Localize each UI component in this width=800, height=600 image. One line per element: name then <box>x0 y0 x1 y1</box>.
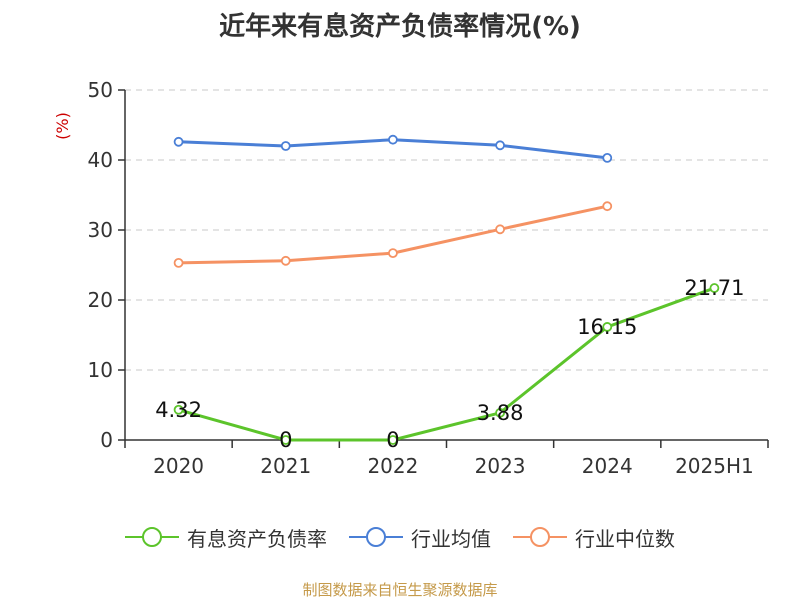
data-label-3: 3.88 <box>477 401 524 425</box>
y-tick-label: 0 <box>100 428 113 452</box>
data-point-0-2 <box>388 435 398 445</box>
data-label-0: 4.32 <box>155 398 202 422</box>
legend-item-0[interactable]: 有息资产负债率 <box>125 523 327 552</box>
data-point-2-1 <box>280 255 291 266</box>
data-point-2-4 <box>602 201 613 212</box>
data-label-5: 21.71 <box>684 276 744 300</box>
legend: 有息资产负债率 行业均值 行业中位数 <box>0 520 800 554</box>
data-point-0-0 <box>173 404 184 415</box>
legend-swatch-marker <box>142 527 162 547</box>
data-point-1-4 <box>602 152 613 163</box>
legend-swatch-marker <box>366 527 386 547</box>
series-line-0 <box>178 286 715 442</box>
legend-swatch <box>513 525 567 549</box>
data-point-0-5 <box>709 283 720 293</box>
legend-swatch <box>349 525 403 549</box>
x-tick-label-2020: 2020 <box>153 454 204 478</box>
y-tick-label: 20 <box>88 288 113 312</box>
x-tick-label-2023: 2023 <box>475 454 526 478</box>
axis-layer: 0 10 20 30 40 50 2020 2021 2022 2023 2024 2025H1 <box>88 78 769 478</box>
data-point-0-4 <box>602 322 613 332</box>
grid-layer <box>125 89 768 371</box>
y-tick-label: 40 <box>88 148 113 172</box>
data-point-0-3 <box>495 407 505 418</box>
legend-swatch <box>125 525 179 549</box>
legend-label: 有息资产负债率 <box>187 526 327 551</box>
data-point-1-0 <box>173 136 184 147</box>
source-note: 制图数据来自恒生聚源数据库 <box>302 581 498 599</box>
data-label-4: 16.15 <box>577 315 637 339</box>
data-point-2-0 <box>173 257 184 268</box>
data-point-0-1 <box>280 435 291 445</box>
data-label-2: 0 <box>386 428 399 452</box>
data-label-layer: 4.32 0 0 3.88 16.15 21.71 <box>155 276 744 452</box>
data-point-1-3 <box>495 140 505 151</box>
legend-label: 行业均值 <box>411 526 491 551</box>
legend-swatch-marker <box>530 527 550 547</box>
y-tick-label: 50 <box>88 78 113 102</box>
x-tick-label-2021: 2021 <box>260 454 311 478</box>
series-layer <box>173 134 720 445</box>
data-label-1: 0 <box>279 428 292 452</box>
chart-title: 近年来有息资产负债率情况(%) <box>219 12 581 42</box>
y-tick-label: 30 <box>88 218 113 242</box>
data-point-2-2 <box>388 248 398 259</box>
x-tick-label-2024: 2024 <box>582 454 633 478</box>
y-tick-label: 10 <box>88 358 113 382</box>
data-point-1-1 <box>280 141 291 151</box>
data-point-1-2 <box>388 134 398 145</box>
data-point-2-3 <box>495 224 505 235</box>
x-tick-label-2025H1: 2025H1 <box>675 454 754 478</box>
legend-item-1[interactable]: 行业均值 <box>349 523 491 552</box>
legend-label: 行业中位数 <box>575 526 675 551</box>
x-tick-label-2022: 2022 <box>367 454 418 478</box>
y-axis-label: (%) <box>53 112 72 140</box>
legend-item-2[interactable]: 行业中位数 <box>513 523 675 552</box>
